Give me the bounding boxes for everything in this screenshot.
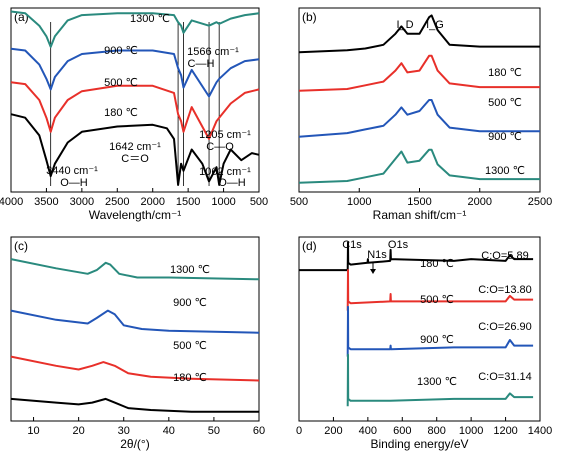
- series-line-900: [10, 47, 260, 98]
- x-tick-label: 2500: [105, 196, 129, 208]
- annotation-a: 180 ℃: [104, 107, 138, 119]
- panel-label: (d): [302, 239, 317, 253]
- series-line-180: [10, 113, 260, 186]
- series-label-c: 180 ℃: [173, 372, 207, 384]
- annotation-a: 1062 cm⁻¹: [199, 166, 251, 178]
- x-tick-label: 1000: [347, 196, 371, 208]
- ratio-label: C:O=31.14: [478, 371, 532, 383]
- series-label-b: 500 ℃: [488, 97, 522, 109]
- series-label-c: 500 ℃: [173, 340, 207, 352]
- series-line-1300: [298, 148, 540, 184]
- x-tick-label: 60: [253, 425, 265, 437]
- x-tick-label: 1000: [211, 196, 235, 208]
- series-line-1300: [10, 10, 260, 48]
- plot-frame: [298, 236, 541, 422]
- panel-d: 0 200 400 600 800 1000 1200 1400 Binding energy/…: [296, 236, 552, 451]
- series-line-180: [298, 14, 540, 54]
- panel-b: 500 1000 1500 2000 2500 Raman shift/cm⁻¹ (b): [290, 7, 552, 222]
- x-tick-label: 3000: [70, 196, 94, 208]
- series-line-500: [298, 54, 540, 92]
- series-label-d: 900 ℃: [420, 334, 454, 346]
- annotation-a: 1300 ℃: [130, 13, 170, 25]
- panel-a: 4000 3500 3000 2500 2000 1500 1000 500 Wavelengt…: [0, 7, 268, 222]
- series-label-d: 500 ℃: [420, 294, 454, 306]
- panel-label: (c): [14, 239, 28, 253]
- annotation-a: 1642 cm⁻¹: [109, 141, 161, 153]
- x-tick-label: 1400: [528, 425, 552, 437]
- series-label-b: 180 ℃: [488, 67, 522, 79]
- series-label-c: 900 ℃: [173, 297, 207, 309]
- x-tick-label: 10: [27, 425, 39, 437]
- x-tick-label: 1000: [459, 425, 483, 437]
- plot-frame: [10, 7, 260, 193]
- series-line-180: [299, 241, 534, 272]
- series-line-900: [10, 309, 260, 334]
- peak-label-n1s: N1s: [367, 249, 387, 261]
- x-tick-label: 200: [324, 425, 342, 437]
- series-label-c: 1300 ℃: [170, 264, 210, 276]
- x-tick-label: 800: [428, 425, 446, 437]
- ratio-label: C:O=26.90: [478, 321, 532, 333]
- annotation-a: C＝O: [121, 153, 149, 165]
- x-tick-label: 1500: [176, 196, 200, 208]
- x-tick-label: 500: [290, 196, 308, 208]
- annotation-a: O—H: [60, 177, 88, 189]
- series-line-1300: [346, 353, 534, 407]
- annotation-a: 900 ℃: [104, 45, 138, 57]
- annotation-a: C—O: [206, 141, 234, 153]
- x-tick-label: 1200: [493, 425, 517, 437]
- x-tick-label: 0: [296, 425, 302, 437]
- annotation-a: 1205 cm⁻¹: [199, 129, 251, 141]
- annotation-a: 3440 cm⁻¹: [46, 165, 98, 177]
- ratio-label: C:O=5.89: [481, 250, 528, 262]
- series-label-d: 180 ℃: [420, 258, 454, 270]
- x-axis-label: Binding energy/eV: [370, 437, 468, 451]
- x-tick-label: 2000: [468, 196, 492, 208]
- series-line-500: [10, 81, 260, 140]
- peak-label-o1s: O1s: [388, 239, 409, 251]
- x-tick-label: 4000: [0, 196, 23, 208]
- x-tick-label: 20: [73, 425, 85, 437]
- series-line-900: [346, 305, 534, 357]
- series-label-b: 1300 ℃: [485, 165, 525, 177]
- x-axis-label: Raman shift/cm⁻¹: [373, 208, 467, 222]
- annotation-a: 500 ℃: [104, 77, 138, 89]
- x-axis-label: 2θ/(°): [120, 437, 149, 451]
- x-tick-label: 400: [359, 425, 377, 437]
- panel-c: 10 20 30 40 50 60 2θ/(°) (c): [10, 236, 265, 451]
- ratio-label: C:O=13.80: [478, 284, 532, 296]
- peak-label-id: I_D: [396, 19, 413, 31]
- series-line-180: [10, 397, 259, 413]
- x-tick-label: 1500: [407, 196, 431, 208]
- peak-label-ig: I_G: [426, 19, 444, 31]
- peak-label-c1s: C1s: [342, 239, 362, 251]
- n1s-arrowhead: [370, 269, 376, 274]
- x-tick-label: 2000: [140, 196, 164, 208]
- series-line-1300: [10, 258, 260, 281]
- series-label-b: 900 ℃: [488, 131, 522, 143]
- x-tick-label: 600: [393, 425, 411, 437]
- plot-frame: [10, 236, 260, 422]
- series-line-500: [10, 355, 260, 382]
- series-line-500: [346, 269, 534, 311]
- x-tick-label: 40: [163, 425, 175, 437]
- x-tick-label: 500: [250, 196, 268, 208]
- x-axis-label: Wavelength/cm⁻¹: [89, 208, 182, 222]
- panel-label: (b): [302, 10, 317, 24]
- series-label-d: 1300 ℃: [417, 376, 457, 388]
- series-line-900: [298, 99, 540, 138]
- annotation-a: 1566 cm⁻¹: [187, 46, 239, 58]
- annotation-a: C—H: [188, 58, 215, 70]
- x-tick-label: 50: [208, 425, 220, 437]
- x-tick-label: 30: [118, 425, 130, 437]
- annotation-a: O—H: [218, 177, 246, 189]
- x-tick-label: 2500: [528, 196, 552, 208]
- x-tick-label: 3500: [34, 196, 58, 208]
